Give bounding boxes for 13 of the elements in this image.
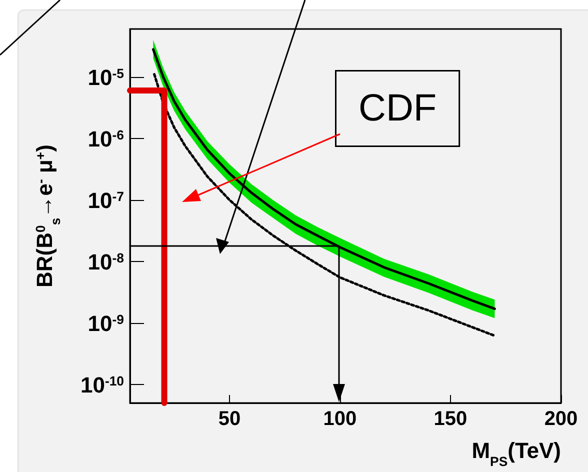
y-tick-label: 10$^{-8}$ (88, 249, 124, 274)
x-axis-title: M$_{PS}$(TeV) (472, 438, 561, 468)
line-series (153, 73, 496, 337)
y-tick-label: 10$^{-9}$ (88, 310, 124, 336)
x-tick-label: 50 (218, 408, 241, 430)
annotation: CDF (358, 88, 437, 130)
x-tick-label: 150 (434, 408, 468, 430)
y-tick-label: 10$^{-10}$ (80, 372, 124, 398)
y-tick-label: 10$^{-6}$ (88, 126, 124, 152)
x-tick-label: 100 (323, 408, 357, 430)
y-tick-label: 10$^{-5}$ (88, 64, 124, 90)
y-tick-label: 10$^{-7}$ (88, 188, 124, 213)
x-tick-label: 200 (544, 408, 578, 430)
